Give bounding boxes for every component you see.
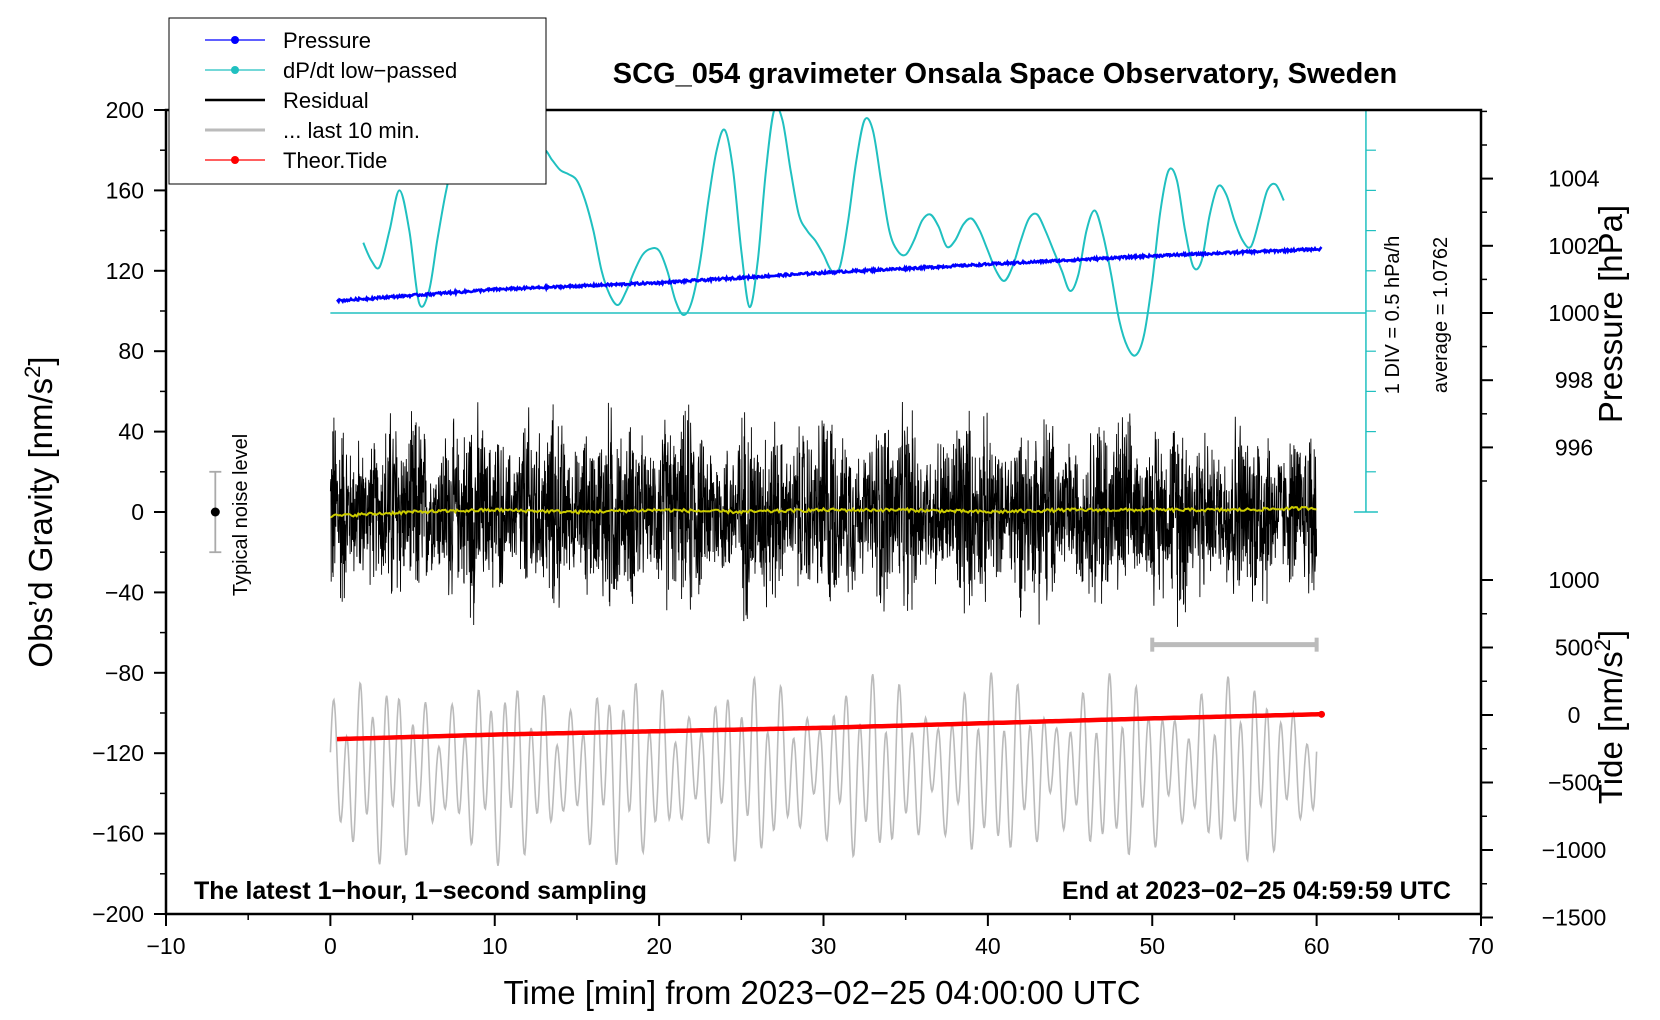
- y-axis-label-left-text: Obs’d Gravity [nm/s: [22, 378, 59, 668]
- x-tick-label-0: −10: [146, 933, 185, 959]
- y-pressure-tick-label-0: 1004: [1548, 166, 1599, 192]
- y-tide-tick-label-0: 1000: [1548, 567, 1599, 593]
- x-tick-label-6: 50: [1139, 933, 1165, 959]
- y-left-tick-label-2: 120: [106, 258, 144, 284]
- noise-level-label: Typical noise level: [230, 434, 252, 596]
- legend-label-2: Residual: [283, 88, 369, 113]
- x-tick-label-3: 20: [646, 933, 672, 959]
- y-left-tick-label-10: −200: [92, 901, 144, 927]
- x-tick-label-5: 40: [975, 933, 1001, 959]
- legend-marker-4: [231, 156, 239, 164]
- y-axis-label-tide-text: Tide [nm/s: [1592, 651, 1629, 804]
- y-tide-tick-label-4: −1000: [1542, 837, 1607, 863]
- pressure-series: [336, 245, 1323, 305]
- y-left-tick-label-9: −160: [92, 821, 144, 847]
- residual-line: [329, 401, 1318, 627]
- y-left-tick-label-5: 0: [131, 499, 144, 525]
- y-axis-label-pressure: Pressure [hPa]: [1592, 205, 1629, 423]
- y-left-tick-label-4: 40: [118, 419, 144, 445]
- legend-marker-1: [231, 66, 239, 74]
- tick-labels: −10 0 10 20 30 40 50 60 70 200 160 120 80 40 0 −40 −80 −1…: [92, 97, 1606, 959]
- legend-marker-0: [231, 36, 239, 44]
- x-tick-label-1: 0: [324, 933, 337, 959]
- y-left-tick-label-0: 200: [106, 97, 144, 123]
- scale-label-div: 1 DIV = 0.5 hPa/h: [1382, 236, 1404, 394]
- y-pressure-tick-label-3: 998: [1555, 367, 1593, 393]
- y-tide-tick-label-5: −1500: [1542, 905, 1607, 931]
- y-axis-label-tide-close: ]: [1592, 630, 1629, 639]
- legend: Pressure dP/dt low−passed Residual ... last…: [168, 17, 547, 185]
- axis-ticks: [154, 109, 1493, 926]
- y-tide-tick-label-2: 0: [1568, 702, 1581, 728]
- x-tick-label-7: 60: [1304, 933, 1330, 959]
- residual-series: [329, 401, 1318, 627]
- legend-label-0: Pressure: [283, 28, 371, 53]
- noise-bar-dot: [210, 507, 220, 517]
- x-tick-label-8: 70: [1468, 933, 1494, 959]
- scale-label-average: average = 1.0762: [1430, 237, 1452, 393]
- extra-marks: [209, 470, 1319, 652]
- residual-mean-series: [329, 505, 1317, 519]
- theor-tide-series: [336, 710, 1326, 742]
- note-right: End at 2023−02−25 04:59:59 UTC: [1062, 877, 1451, 905]
- y-left-tick-label-7: −80: [105, 660, 144, 686]
- note-left: The latest 1−hour, 1−second sampling: [194, 877, 647, 905]
- x-tick-label-4: 30: [811, 933, 837, 959]
- legend-label-1: dP/dt low−passed: [283, 58, 457, 83]
- tide-grey-line: [329, 672, 1318, 866]
- y-pressure-tick-label-2: 1000: [1548, 300, 1599, 326]
- y-left-tick-label-1: 160: [106, 177, 144, 203]
- y-axis-label-left: Obs’d Gravity [nm/s2]: [20, 356, 59, 667]
- y-axis-label-tide: Tide [nm/s2]: [1590, 630, 1629, 804]
- tide-grey-series: [329, 672, 1318, 866]
- y-pressure-tick-label-4: 996: [1555, 434, 1593, 460]
- y-axis-label-left-sup: 2: [20, 366, 45, 378]
- theor-tide-end-marker: [1318, 710, 1326, 718]
- y-left-tick-label-8: −120: [92, 740, 144, 766]
- chart-title: SCG_054 gravimeter Onsala Space Observat…: [613, 58, 1397, 90]
- x-axis-label: Time [min] from 2023−02−25 04:00:00 UTC: [503, 974, 1140, 1011]
- legend-label-4: Theor.Tide: [283, 148, 387, 173]
- pressure-line: [336, 245, 1323, 305]
- theor-tide-line: [336, 712, 1322, 742]
- x-tick-label-2: 10: [482, 933, 508, 959]
- y-axis-label-tide-sup: 2: [1590, 639, 1615, 651]
- y-tide-tick-label-1: 500: [1555, 635, 1593, 661]
- residual-mean-line: [329, 505, 1317, 519]
- y-left-tick-label-6: −40: [105, 579, 144, 605]
- y-tide-tick-label-3: −500: [1548, 770, 1600, 796]
- legend-entries: Pressure dP/dt low−passed Residual ... last…: [205, 28, 457, 173]
- legend-label-3: ... last 10 min.: [283, 118, 420, 143]
- y-pressure-tick-label-1: 1002: [1548, 233, 1599, 259]
- y-axis-label-left-close: ]: [22, 356, 59, 365]
- y-left-tick-label-3: 80: [118, 338, 144, 364]
